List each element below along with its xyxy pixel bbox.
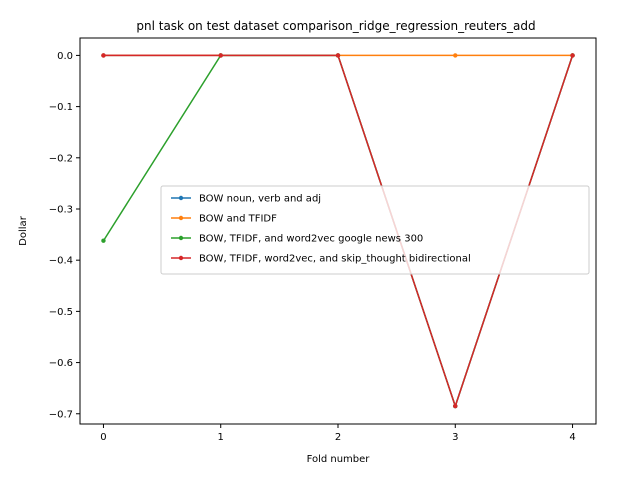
data-point [101,53,106,58]
x-tick-label: 3 [452,432,458,443]
legend-marker [178,255,184,261]
x-tick-label: 0 [100,432,106,443]
legend-label: BOW and TFIDF [199,214,277,225]
y-axis: 0.0 −0.1 −0.2 −0.3 −0.4 −0.5 −0.6 −0.7 [49,51,80,420]
data-point [335,53,341,58]
y-axis-label: Dollar [18,215,29,246]
x-tick-label: 4 [569,432,575,443]
x-tick-label: 2 [335,432,341,443]
legend-label: BOW, TFIDF, and word2vec google news 300 [199,234,423,245]
y-tick-label: −0.4 [49,256,73,267]
x-axis-label: Fold number [307,454,371,465]
y-tick-label: −0.2 [49,153,73,164]
y-tick-label: −0.1 [49,102,73,113]
legend-box [160,185,590,275]
data-point [218,53,223,58]
y-tick-label: −0.6 [49,358,73,369]
plot-area [101,53,575,409]
legend-marker [178,215,184,221]
x-tick-label: 1 [218,432,224,443]
legend-item: BOW, TFIDF, and word2vec google news 300 [171,234,423,245]
legend-marker [178,195,184,201]
data-point [453,403,458,409]
series-4 [101,53,575,409]
y-tick-label: −0.3 [49,204,73,215]
data-point [453,53,458,58]
legend-label: BOW, TFIDF, word2vec, and skip_thought b… [199,254,471,265]
x-axis: 0 1 2 3 4 [100,424,576,443]
legend-item: BOW noun, verb and adj [171,194,321,205]
legend: BOW noun, verb and adj BOW and TFIDF BOW, … [160,185,590,275]
legend-label: BOW noun, verb and adj [199,194,321,205]
data-point [570,53,575,58]
legend-marker [178,235,184,241]
data-point [101,238,106,243]
y-tick-label: −0.7 [49,409,73,420]
y-tick-label: 0.0 [57,51,73,62]
legend-item: BOW and TFIDF [171,214,277,225]
chart-title: pnl task on test dataset comparison_ridg… [136,19,535,33]
y-tick-label: −0.5 [49,307,73,318]
legend-item: BOW, TFIDF, word2vec, and skip_thought b… [171,254,471,265]
